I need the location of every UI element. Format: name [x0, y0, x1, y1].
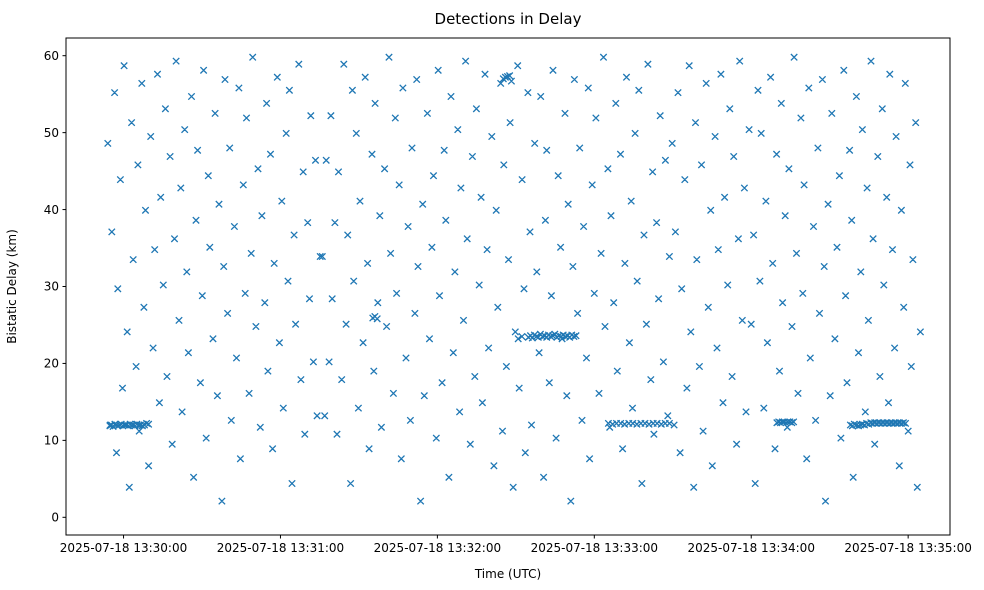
x-tick-label: 2025-07-18 13:33:00: [531, 541, 658, 555]
axes-frame: [65, 37, 951, 536]
scatter-marker-path: [104, 53, 925, 505]
y-tick-label: 10: [44, 434, 59, 448]
y-axis-label: Bistatic Delay (km): [5, 229, 19, 344]
x-tick-label: 2025-07-18 13:31:00: [217, 541, 344, 555]
scatter-points: [104, 53, 925, 505]
y-tick-label: 0: [51, 511, 59, 525]
x-tick-label: 2025-07-18 13:32:00: [374, 541, 501, 555]
y-tick-label: 30: [44, 280, 59, 294]
x-tick-label: 2025-07-18 13:35:00: [844, 541, 971, 555]
chart-title: Detections in Delay: [435, 10, 582, 28]
x-tick-label: 2025-07-18 13:34:00: [688, 541, 815, 555]
y-tick-label: 50: [44, 126, 59, 140]
y-tick-label: 60: [44, 49, 59, 63]
y-tick-label: 40: [44, 203, 59, 217]
axis-ticks: 2025-07-18 13:30:00 2025-07-18 13:31:00 20…: [44, 49, 972, 555]
x-axis-label: Time (UTC): [474, 567, 541, 581]
y-tick-label: 20: [44, 357, 59, 371]
x-tick-label: 2025-07-18 13:30:00: [60, 541, 187, 555]
